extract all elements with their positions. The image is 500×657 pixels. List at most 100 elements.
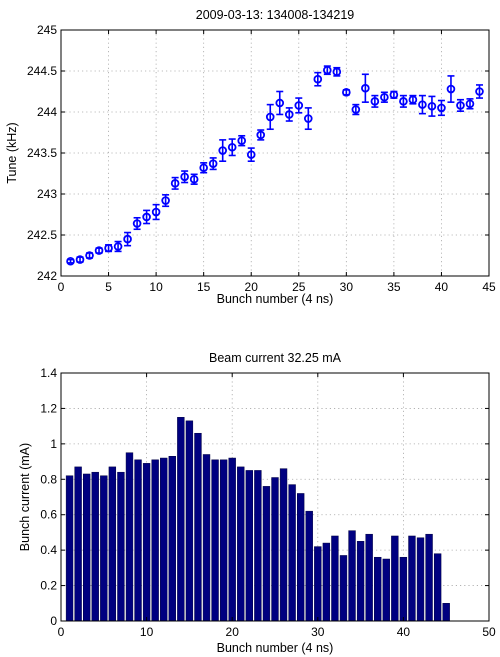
tune-error-point: [189, 173, 199, 185]
bar: [245, 470, 253, 622]
tune-error-point: [132, 216, 142, 231]
current-x-tick-label: 40: [397, 625, 411, 639]
tune-error-point: [323, 65, 332, 76]
current-y-tick-label: 0.2: [40, 579, 57, 593]
data-point: [284, 110, 294, 119]
tune-y-tick-label: 242: [37, 269, 57, 283]
tune-error-point: [408, 94, 418, 105]
current-x-tick-label: 30: [311, 625, 325, 639]
tune-error-point: [342, 88, 351, 97]
data-point: [475, 87, 484, 96]
tune-error-point: [208, 157, 218, 171]
bar: [117, 471, 125, 622]
data-point: [151, 207, 161, 217]
bar: [399, 556, 408, 622]
bar: [271, 477, 279, 622]
bunch-current-chart-title: Beam current 32.25 mA: [209, 351, 342, 365]
bar: [91, 471, 99, 622]
data-point: [294, 101, 304, 110]
tune-chart: 2009-03-13: 134008-134219 0 5 10 15 20 25 30 35…: [5, 8, 496, 306]
bar: [194, 432, 202, 622]
tune-chart-y-tick-labels: 242 242.5 243 243.5 244 244.5 245: [27, 23, 57, 283]
tune-error-point: [218, 139, 227, 162]
tune-error-point: [418, 94, 427, 115]
bar: [425, 533, 433, 622]
tune-error-point: [465, 98, 475, 110]
data-point: [427, 101, 437, 111]
tune-error-point: [446, 75, 456, 103]
tune-error-point: [85, 251, 94, 260]
bar: [382, 558, 390, 622]
bunch-current-chart-y-axis-label: Bunch current (mA): [18, 443, 32, 551]
tune-error-point: [265, 103, 275, 131]
tune-error-point: [313, 71, 323, 87]
bar: [254, 470, 262, 622]
tune-error-point: [351, 103, 361, 116]
tune-x-tick-label: 15: [197, 280, 211, 294]
tune-chart-x-tick-labels: 0 5 10 15 20 25 30 35 40 45: [58, 280, 496, 294]
tune-error-point: [227, 138, 237, 157]
bar: [134, 459, 142, 622]
tune-chart-ticks: [60, 29, 490, 277]
bar: [442, 603, 450, 622]
tune-error-point: [104, 243, 113, 253]
data-point: [161, 196, 170, 205]
data-point: [351, 105, 361, 114]
tune-error-point: [399, 94, 408, 108]
tune-x-tick-label: 20: [245, 280, 259, 294]
bar: [416, 537, 425, 622]
current-x-tick-label: 10: [140, 625, 154, 639]
bar: [177, 417, 185, 622]
tune-x-tick-label: 30: [340, 280, 354, 294]
bar: [391, 535, 399, 622]
bar: [228, 457, 236, 622]
tune-x-tick-label: 5: [105, 280, 112, 294]
bunch-current-chart-x-axis-label: Bunch number (4 ns): [217, 641, 334, 655]
data-point: [456, 101, 465, 110]
tune-x-tick-label: 10: [149, 280, 163, 294]
bar: [237, 466, 245, 622]
tune-error-point: [303, 107, 313, 131]
data-point: [218, 146, 227, 155]
tune-error-point: [456, 98, 465, 112]
tune-chart-x-axis-label: Bunch number (4 ns): [217, 292, 334, 306]
tune-y-tick-label: 244.5: [27, 64, 57, 78]
tune-error-point: [361, 73, 370, 103]
bunch-current-chart: Beam current 32.25 mA 0 10 20 30 40 50 0 0.2 0.…: [18, 351, 496, 655]
bar: [322, 542, 331, 622]
tune-x-tick-label: 25: [292, 280, 306, 294]
data-point: [370, 97, 380, 106]
data-point: [237, 136, 247, 146]
data-point: [303, 114, 313, 123]
data-point: [399, 97, 408, 106]
tune-y-tick-label: 245: [37, 23, 57, 37]
bar: [305, 510, 313, 622]
bar: [262, 486, 271, 622]
bar: [348, 530, 356, 622]
bar: [374, 556, 382, 622]
data-point: [342, 88, 351, 97]
tune-error-point: [437, 99, 446, 117]
data-point: [437, 103, 446, 113]
bar: [100, 475, 108, 622]
data-point: [465, 99, 475, 109]
bar: [83, 473, 91, 622]
tune-error-point: [389, 90, 399, 100]
data-point: [446, 84, 456, 94]
current-y-tick-label: 1.4: [40, 366, 57, 380]
tune-error-point: [199, 162, 208, 174]
tune-error-point: [75, 255, 85, 264]
tune-error-point: [142, 209, 151, 225]
bar: [151, 459, 159, 622]
tune-error-point: [123, 231, 132, 247]
tune-error-point: [113, 240, 123, 253]
data-point: [208, 159, 218, 168]
tune-error-point: [66, 256, 75, 266]
current-y-tick-label: 0.8: [40, 472, 57, 486]
data-point: [75, 255, 85, 264]
data-point: [199, 163, 208, 173]
data-point: [180, 172, 189, 182]
tune-x-tick-label: 0: [58, 280, 65, 294]
tune-y-tick-label: 243.5: [27, 146, 57, 160]
